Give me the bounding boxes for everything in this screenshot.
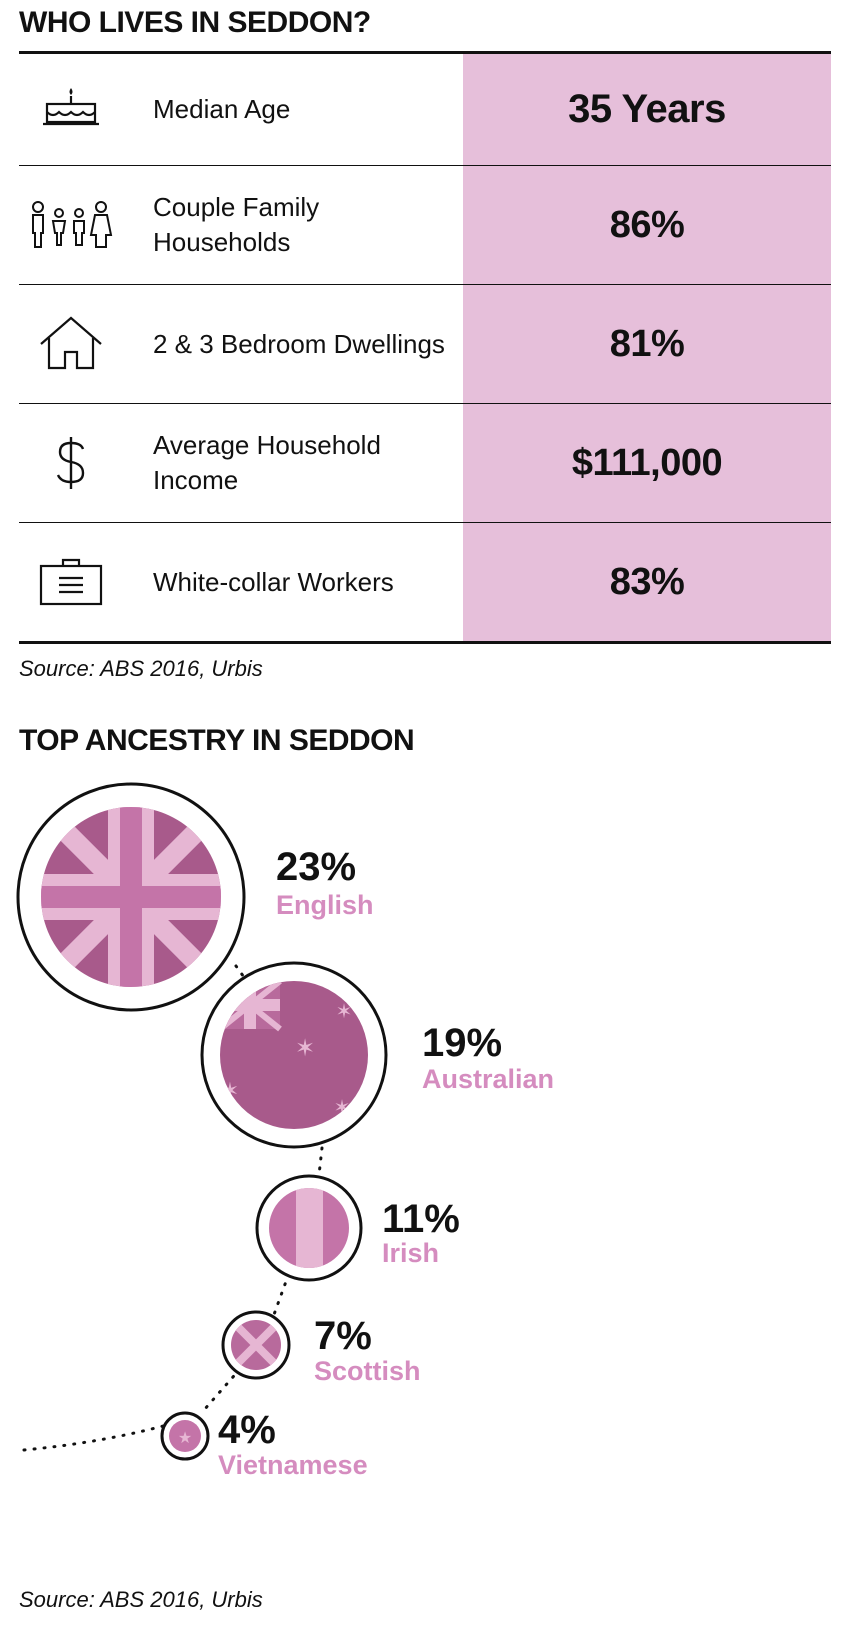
family-icon [19,166,123,284]
birthday-cake-icon [19,54,123,165]
ireland-flag-icon [269,1188,349,1268]
ancestry-bubble-chart: ✶ ✶ ✶ ✶ ★ 23% English 19% Australian 11%… [16,782,554,1480]
stat-row-couple-family: Couple Family Households 86% [19,165,831,284]
stat-label: White-collar Workers [153,566,394,597]
value-label-english: 23% [276,845,356,889]
stat-row-bedroom-dwellings: 2 & 3 Bedroom Dwellings 81% [19,284,831,403]
vietnam-flag-icon: ★ [169,1420,201,1452]
stat-value: $111,000 [463,404,831,522]
section-title-who-lives: WHO LIVES IN SEDDON? [19,6,371,39]
united-kingdom-flag-icon [41,807,221,987]
stat-row-household-income: Average Household Income $111,000 [19,403,831,522]
category-label-english: English [276,890,374,920]
stat-row-white-collar: White-collar Workers 83% [19,522,831,641]
stat-label: Average Household Income [153,430,381,495]
source-note: Source: ABS 2016, Urbis [19,656,263,681]
svg-text:✶: ✶ [336,999,353,1023]
stat-label: Couple Family Households [153,192,320,257]
svg-text:★: ★ [178,1428,192,1447]
dollar-icon [19,404,123,522]
value-label-scottish: 7% [314,1314,372,1358]
category-label-irish: Irish [382,1238,439,1268]
stat-row-median-age: Median Age 35 Years [19,54,831,165]
stats-table: Median Age 35 Years Couple Family Househ… [19,51,831,644]
svg-text:✶: ✶ [295,1034,315,1062]
stat-value: 83% [463,523,831,641]
section-title-ancestry: TOP ANCESTRY IN SEDDON [19,724,415,757]
category-label-australian: Australian [422,1064,554,1094]
value-label-australian: 19% [422,1021,502,1065]
stat-value: 35 Years [463,54,831,165]
connector-dots [22,964,324,1452]
value-label-vietnamese: 4% [218,1408,276,1452]
stat-label: Median Age [153,94,291,124]
value-label-irish: 11% [382,1197,460,1241]
scotland-flag-icon [231,1320,281,1370]
category-label-vietnamese: Vietnamese [218,1450,368,1480]
australia-flag-icon: ✶ ✶ ✶ ✶ [220,981,368,1129]
briefcase-icon [19,523,123,641]
stat-label: 2 & 3 Bedroom Dwellings [153,328,445,359]
stat-value: 86% [463,166,831,284]
source-note-ancestry: Source: ABS 2016, Urbis [19,1587,263,1612]
stat-value: 81% [463,285,831,403]
category-label-scottish: Scottish [314,1356,421,1386]
house-icon [19,285,123,403]
